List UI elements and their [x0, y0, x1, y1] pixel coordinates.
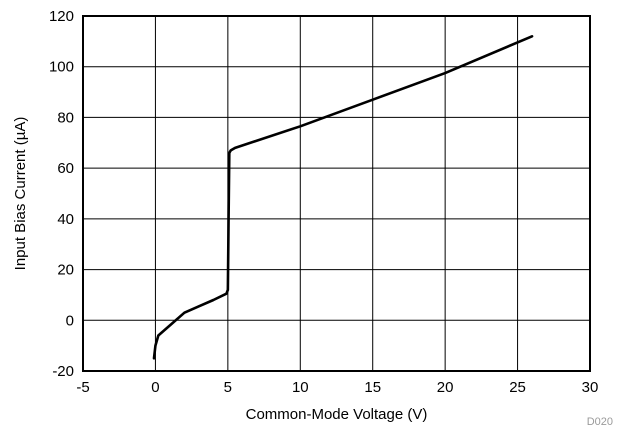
series-line: [152, 34, 534, 360]
y-tick-label: 120: [49, 8, 74, 25]
y-tick-label: 100: [49, 59, 74, 76]
y-tick-labels: -20 0 20 40 60 80 100 120: [49, 8, 74, 380]
x-tick-label: -5: [76, 379, 89, 396]
y-tick-label: 40: [57, 211, 74, 228]
grid: [83, 16, 590, 371]
x-tick-label: 30: [582, 379, 599, 396]
plot-frame: [82, 15, 591, 372]
x-tick-labels: -5 0 5 10 15 20 25 30: [76, 379, 598, 396]
y-tick-label: 60: [57, 160, 74, 177]
y-tick-label: 0: [66, 312, 74, 329]
x-tick-label: 0: [151, 379, 159, 396]
y-axis-label: Input Bias Current (µA): [12, 117, 29, 271]
y-tick-label: -20: [52, 363, 74, 380]
x-tick-label: 5: [224, 379, 232, 396]
figure-code: D020: [587, 416, 613, 428]
x-axis-label: Common-Mode Voltage (V): [246, 406, 428, 423]
y-tick-label: 80: [57, 109, 74, 126]
x-tick-label: 10: [292, 379, 309, 396]
y-tick-label: 20: [57, 262, 74, 279]
x-tick-label: 15: [364, 379, 381, 396]
x-tick-label: 20: [437, 379, 454, 396]
x-tick-label: 25: [509, 379, 526, 396]
